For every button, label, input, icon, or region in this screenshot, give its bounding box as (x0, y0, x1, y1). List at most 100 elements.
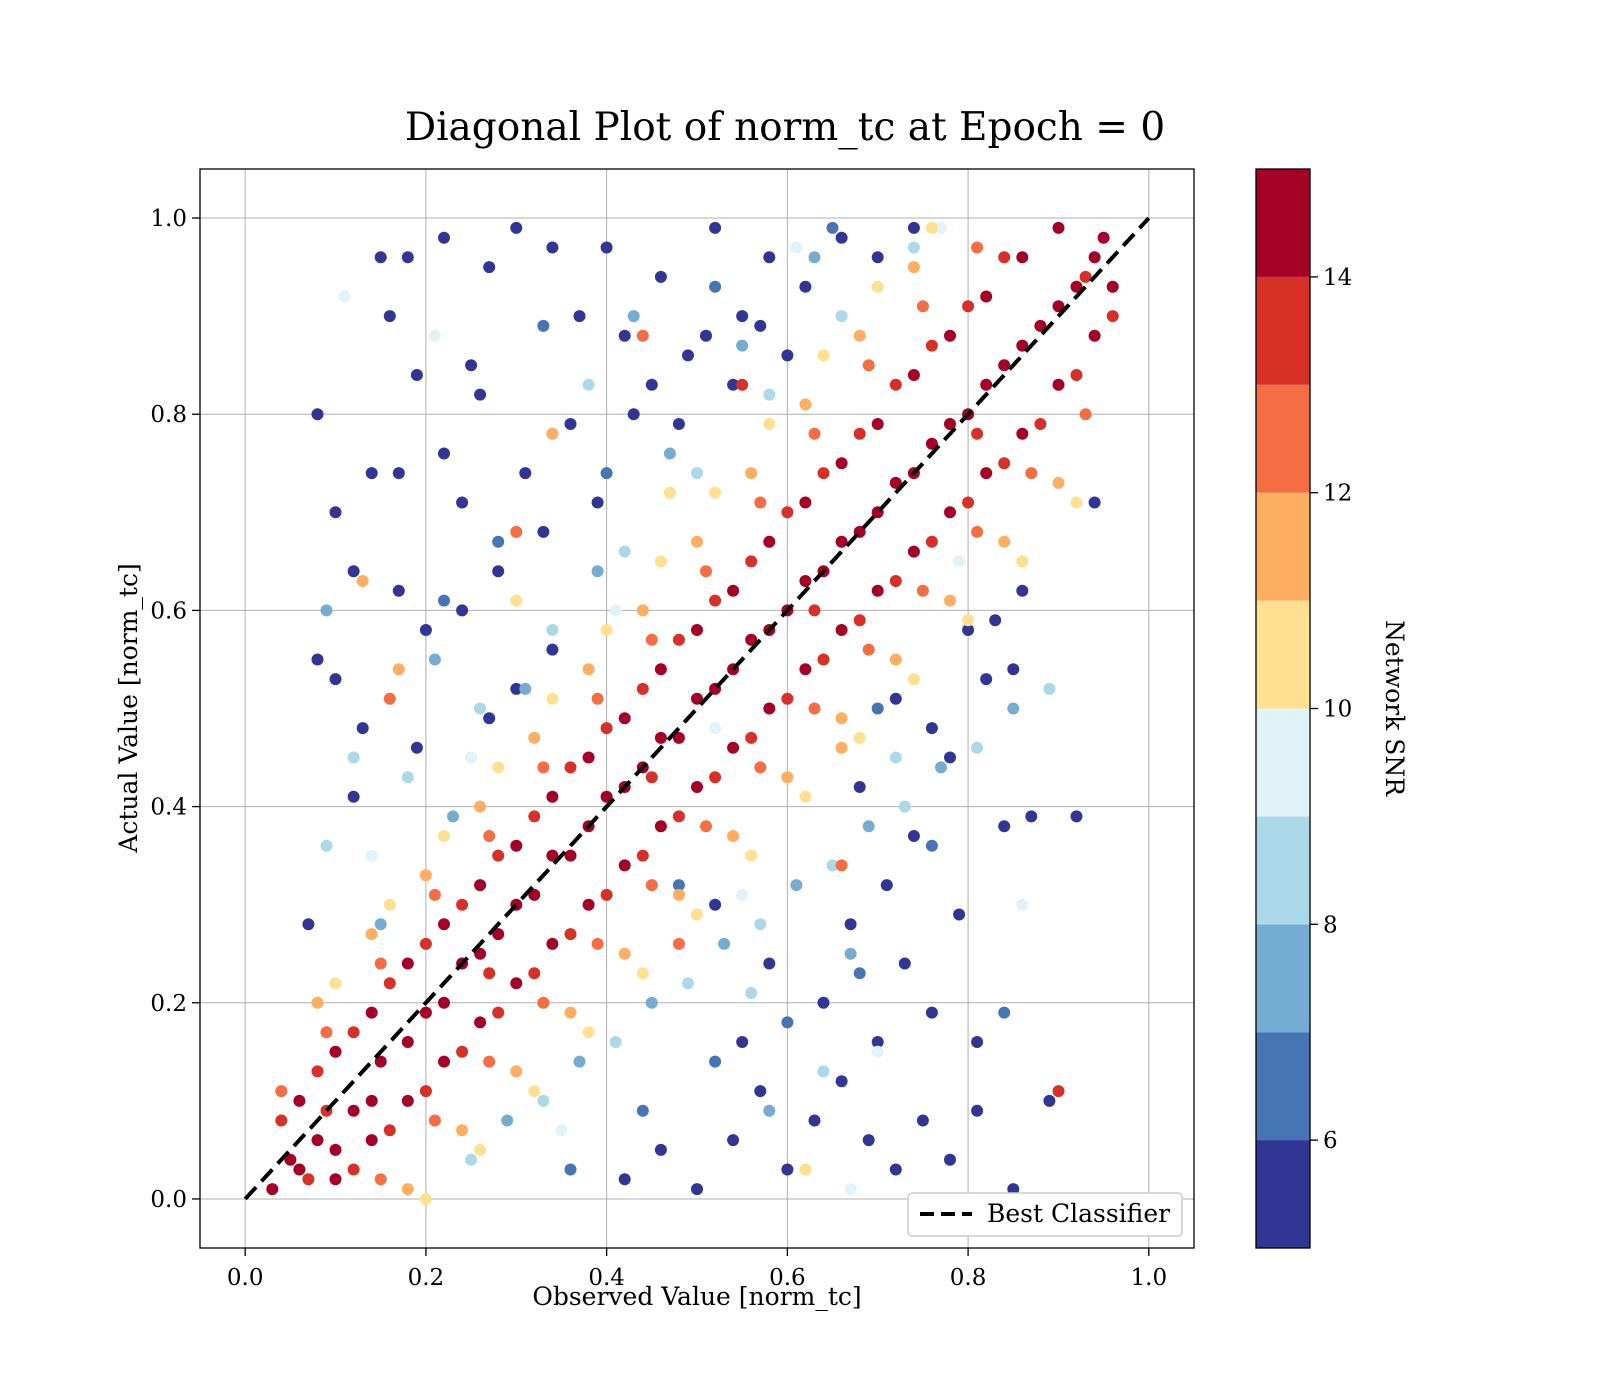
scatter-point (962, 496, 975, 509)
scatter-point (745, 987, 758, 999)
scatter-point (691, 624, 703, 636)
scatter-point (727, 378, 740, 391)
scatter-point (1016, 898, 1029, 911)
scatter-point (465, 359, 478, 372)
scatter-point (853, 731, 866, 744)
scatter-point (654, 555, 667, 568)
scatter-point (925, 221, 938, 234)
scatter-point (672, 731, 685, 744)
scatter-point (591, 937, 604, 950)
scatter-point (618, 947, 631, 960)
scatter-point (844, 1183, 857, 1196)
scatter-point (419, 869, 432, 882)
scatter-point (582, 1026, 595, 1039)
scatter-point (718, 937, 731, 950)
legend: Best Classifier (907, 1192, 1183, 1237)
scatter-point (971, 427, 984, 440)
scatter-point (401, 957, 414, 970)
scatter-point (1052, 378, 1065, 391)
scatter-point (546, 427, 559, 440)
scatter-point (736, 310, 749, 323)
scatter-point (546, 643, 559, 656)
scatter-point (835, 741, 848, 754)
scatter-point (844, 918, 857, 931)
scatter-point (645, 771, 658, 784)
scatter-point (627, 408, 640, 421)
colorbar-segment (1256, 816, 1310, 925)
scatter-point (907, 241, 920, 254)
scatter-point (483, 967, 496, 980)
scatter-point (311, 1134, 324, 1147)
scatter-point (763, 957, 776, 970)
scatter-point (618, 859, 631, 872)
scatter-point (654, 731, 667, 744)
scatter-point (654, 1143, 667, 1156)
colorbar-segment (1256, 1032, 1310, 1141)
scatter-point (438, 830, 450, 842)
scatter-point (1106, 310, 1119, 323)
scatter-point (1070, 810, 1083, 823)
scatter-point (401, 1036, 414, 1048)
scatter-point (889, 378, 902, 391)
scatter-point (320, 839, 333, 852)
y-tick-label: 0.8 (150, 402, 187, 428)
scatter-point (1052, 221, 1065, 234)
scatter-point (483, 712, 496, 725)
scatter-point (510, 839, 523, 852)
scatter-point (700, 565, 712, 578)
y-tick-label: 0.2 (150, 991, 187, 1017)
scatter-point (925, 839, 938, 852)
scatter-point (356, 722, 369, 735)
scatter-point (537, 525, 550, 538)
scatter-point (817, 467, 830, 480)
scatter-point (871, 280, 884, 293)
scatter-point (853, 329, 866, 342)
scatter-point (311, 653, 324, 666)
scatter-point (853, 781, 866, 793)
scatter-point (799, 790, 812, 803)
scatter-point (1079, 408, 1092, 421)
colorbar-tick-label: 12 (1323, 481, 1352, 507)
scatter-point (438, 996, 450, 1009)
scatter-point (537, 996, 550, 1009)
scatter-point (365, 467, 378, 480)
scatter-point (916, 1114, 929, 1127)
scatter-point (329, 1173, 342, 1186)
scatter-point (953, 555, 966, 568)
scatter-point (998, 457, 1011, 470)
y-tick-label: 0.4 (150, 795, 187, 821)
scatter-point (889, 575, 902, 587)
scatter-point (347, 1104, 360, 1117)
scatter-point (1079, 270, 1092, 283)
scatter-point (419, 937, 432, 950)
scatter-point (889, 1163, 902, 1176)
scatter-point (971, 241, 984, 254)
scatter-point (682, 977, 694, 990)
scatter-point (808, 604, 821, 617)
scatter-point (754, 761, 767, 774)
scatter-point (799, 280, 812, 293)
scatter-point (998, 535, 1011, 548)
scatter-point (627, 310, 640, 323)
y-axis-ticks: 0.0 0.2 0.4 0.6 0.8 1.0 (150, 206, 200, 1213)
legend-box (907, 1192, 1183, 1237)
scatter-point (700, 820, 712, 833)
scatter-point (401, 1183, 414, 1196)
scatter-point (492, 1006, 505, 1019)
colorbar-segment (1256, 276, 1310, 385)
scatter-point (492, 928, 505, 941)
scatter-point (1097, 231, 1110, 244)
scatter-point (980, 467, 993, 480)
scatter-point (320, 604, 333, 617)
colorbar-segment (1256, 384, 1310, 493)
scatter-point (980, 290, 993, 303)
scatter-point (600, 790, 613, 803)
scatter-point (907, 221, 920, 234)
scatter-point (925, 722, 938, 735)
scatter-point (347, 565, 360, 578)
colorbar-tick-label: 8 (1323, 912, 1338, 938)
scatter-point (474, 1143, 487, 1156)
scatter-point (365, 1006, 378, 1019)
scatter-point (347, 1163, 360, 1176)
scatter-point (709, 1055, 722, 1068)
